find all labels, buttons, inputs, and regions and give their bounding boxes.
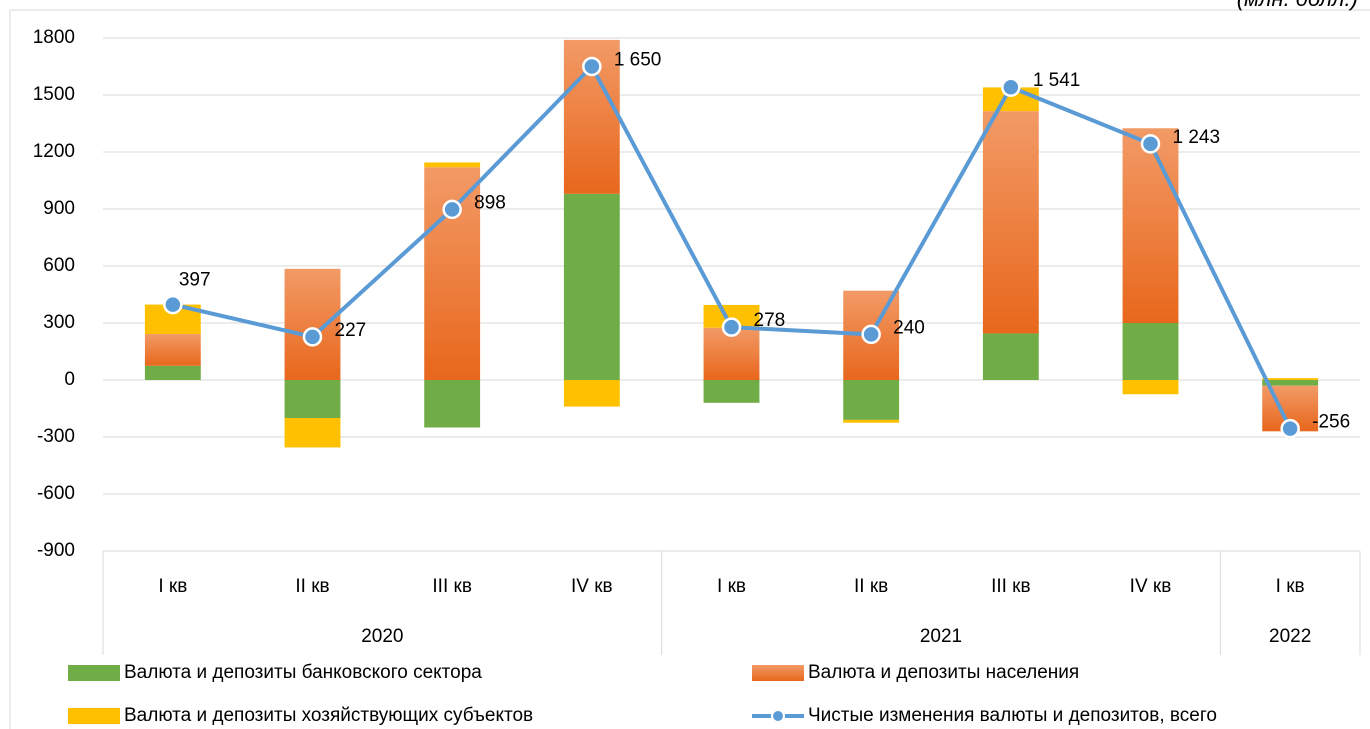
- x-tick-label: III кв: [432, 576, 472, 597]
- legend-label: Валюта и депозиты хозяйствующих субъекто…: [124, 705, 533, 726]
- y-tick-label: 1200: [33, 141, 75, 162]
- bar: [144, 334, 201, 366]
- group-label: 2022: [1269, 626, 1311, 647]
- y-tick-label: 1500: [33, 84, 75, 105]
- line-marker: [1140, 134, 1161, 154]
- x-tick-label: II кв: [854, 576, 888, 597]
- bar: [284, 380, 341, 418]
- bar: [1262, 378, 1319, 380]
- chart-border: [9, 9, 1370, 729]
- bar: [1122, 380, 1179, 395]
- legend-swatch: [68, 665, 120, 681]
- x-tick-label: IV кв: [571, 576, 613, 597]
- group-label: 2020: [361, 626, 403, 647]
- bar: [563, 380, 620, 407]
- bar: [982, 333, 1039, 380]
- x-tick-label: I кв: [158, 576, 187, 597]
- bar: [703, 380, 760, 403]
- data-label: 1 541: [1033, 70, 1081, 91]
- data-label: 898: [474, 192, 506, 213]
- legend-swatch: [752, 665, 804, 681]
- y-tick-label: -900: [37, 540, 75, 561]
- line-marker: [1280, 418, 1300, 439]
- y-tick-label: 0: [64, 369, 75, 390]
- bar: [843, 380, 900, 420]
- legend-label: Валюта и депозиты населения: [808, 662, 1079, 683]
- legend-swatch: [68, 708, 120, 724]
- data-label: 278: [754, 310, 786, 331]
- bar: [144, 365, 201, 380]
- x-tick-label: IV кв: [1130, 576, 1172, 597]
- y-tick-label: 900: [43, 198, 75, 219]
- y-tick-label: -600: [37, 483, 75, 504]
- bar: [703, 304, 760, 328]
- data-label: 240: [893, 317, 925, 338]
- line-marker: [582, 56, 602, 77]
- bar: [563, 193, 620, 380]
- bar: [1122, 128, 1179, 323]
- x-tick-label: I кв: [1276, 576, 1305, 597]
- group-label: 2021: [920, 626, 962, 647]
- bar: [982, 111, 1039, 334]
- y-tick-label: 1800: [33, 27, 75, 48]
- legend-label: Валюта и депозиты банковского сектора: [124, 662, 482, 683]
- bar: [424, 380, 481, 428]
- bar: [424, 162, 481, 168]
- data-label: 1 243: [1173, 127, 1221, 148]
- line-marker: [302, 327, 323, 347]
- x-tick-label: II кв: [295, 576, 329, 597]
- unit-note: (млн. долл.): [1237, 0, 1358, 11]
- data-label: 1 650: [614, 50, 662, 71]
- data-label: 227: [335, 320, 367, 341]
- bar: [1262, 380, 1319, 386]
- bar: [1122, 323, 1179, 380]
- line-marker: [861, 324, 881, 345]
- line-marker: [1001, 77, 1021, 97]
- x-tick-label: I кв: [717, 576, 746, 597]
- bar: [284, 418, 341, 448]
- data-label: 397: [179, 270, 211, 291]
- line-marker: [442, 199, 462, 220]
- bar: [424, 167, 481, 380]
- bar: [284, 268, 341, 380]
- x-tick-label: III кв: [991, 576, 1031, 597]
- y-tick-label: 300: [43, 312, 75, 333]
- bar: [843, 419, 900, 423]
- line-marker: [721, 317, 742, 337]
- y-tick-label: 600: [43, 255, 75, 276]
- line-marker: [163, 294, 183, 315]
- data-label: -256: [1312, 412, 1350, 433]
- legend-swatch: [771, 709, 785, 723]
- y-tick-label: -300: [37, 426, 75, 447]
- legend-label: Чистые изменения валюты и депозитов, все…: [808, 705, 1217, 726]
